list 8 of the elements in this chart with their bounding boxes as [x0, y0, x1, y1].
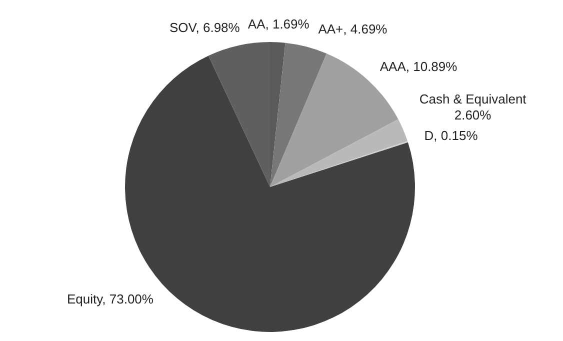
slice-label: AA+, 4.69%: [318, 21, 388, 36]
slice-label: AAA, 10.89%: [380, 58, 458, 74]
slice-label: AA, 1.69%: [248, 16, 310, 32]
slice-label: D, 0.15%: [424, 128, 478, 143]
slice-label: SOV, 6.98%: [169, 20, 240, 36]
slice-label: Cash & Equivalent: [419, 92, 527, 107]
data-label: 2.60%: [454, 108, 492, 123]
slice-label: Equity, 73.00%: [66, 292, 154, 307]
